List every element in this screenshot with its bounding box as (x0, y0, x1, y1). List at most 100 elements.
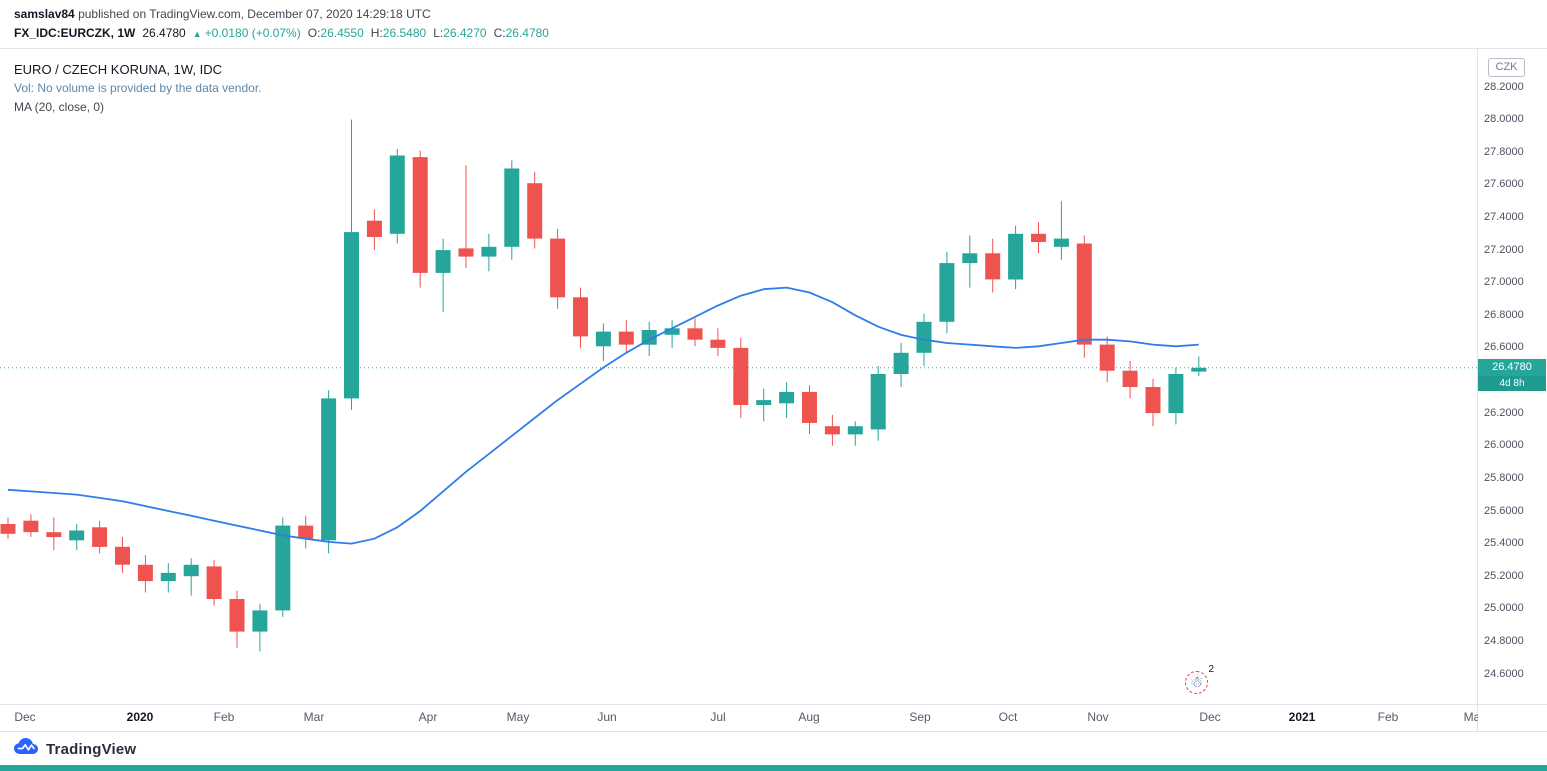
symbol-name: FX_IDC:EURCZK, 1W (14, 26, 136, 40)
candle-body (733, 347, 749, 405)
symbol-status-line: FX_IDC:EURCZK, 1W 26.4780 ▲ +0.0180 (+0.0… (14, 26, 549, 40)
chart-region: EURO / CZECH KORUNA, 1W, IDC Vol: No vol… (0, 48, 1547, 732)
candle-body (275, 525, 291, 611)
candle-body (229, 599, 245, 632)
candle-body (847, 426, 863, 435)
chart-bottom-divider (0, 731, 1547, 732)
price-tick-label: 25.0000 (1484, 602, 1524, 615)
price-change: ▲ +0.0180 (+0.07%) (193, 26, 301, 40)
candle-body (573, 297, 588, 337)
tradingview-logo-icon (13, 738, 39, 760)
price-tick-label: 27.6000 (1484, 178, 1524, 191)
price-tick-label: 27.8000 (1484, 145, 1524, 158)
legend-ma-indicator[interactable]: MA (20, close, 0) (14, 100, 105, 114)
candle-body (344, 232, 359, 399)
price-tick-label: 27.2000 (1484, 243, 1524, 256)
candle-body (916, 321, 932, 353)
price-tick-label: 24.6000 (1484, 667, 1524, 680)
time-axis-label: Dec (14, 710, 36, 724)
candle-body (618, 331, 634, 345)
price-tick-label: 28.2000 (1484, 80, 1524, 93)
candle-body (1122, 370, 1138, 387)
candle-body (893, 352, 909, 374)
candle-body (481, 246, 497, 257)
candle-body (389, 155, 405, 234)
time-axis[interactable]: Dec 2020 Feb Mar Apr May Jun Jul Aug Sep Oct Nov Dec… (0, 705, 1478, 731)
candle-body (46, 532, 62, 538)
candle-body (1168, 374, 1184, 414)
time-axis-label: Jun (597, 710, 617, 724)
snowman-sticker[interactable]: ☃ 2 (1185, 664, 1214, 694)
tradingview-wordmark: TradingView (46, 740, 137, 758)
publisher-username: samslav84 (14, 7, 75, 21)
low-value: L:26.4270 (433, 26, 487, 40)
tradingview-link[interactable]: TradingView (13, 738, 136, 760)
close-value: C:26.4780 (493, 26, 549, 40)
candle-body (527, 183, 543, 239)
time-axis-label: Apr (418, 710, 438, 724)
price-tick-label: 27.0000 (1484, 276, 1524, 289)
candle-body (1008, 233, 1024, 280)
candle-body (962, 253, 978, 264)
publish-bar: samslav84 published on TradingView.com, … (14, 7, 431, 21)
candle-body (1053, 238, 1069, 247)
time-axis-label: Feb (213, 710, 235, 724)
candle-body (69, 530, 85, 541)
candle-body (1099, 344, 1115, 371)
price-tick-label: 25.6000 (1484, 504, 1524, 517)
publish-info: published on TradingView.com, December 0… (74, 7, 431, 21)
currency-toggle-button[interactable]: CZK (1488, 58, 1525, 77)
candle-body (779, 391, 795, 404)
candle-body (824, 426, 840, 435)
price-tick-label: 26.6000 (1484, 341, 1524, 354)
price-tick-label: 25.4000 (1484, 537, 1524, 550)
time-axis-label: Aug (798, 710, 820, 724)
candle-body (92, 527, 108, 547)
candle-body (985, 253, 1001, 280)
candle-body (595, 331, 611, 347)
candle-body (252, 610, 268, 632)
snowman-icon: ☃ (1189, 673, 1204, 691)
bottom-accent-bar (0, 765, 1547, 771)
legend-symbol-title[interactable]: EURO / CZECH KORUNA, 1W, IDC (14, 62, 223, 77)
candle-body (939, 263, 955, 322)
candle-body (435, 250, 451, 273)
chart-legend: EURO / CZECH KORUNA, 1W, IDC Vol: No vol… (14, 60, 261, 117)
candle-body (1031, 233, 1046, 242)
sticker-badge: 2 (1208, 664, 1214, 675)
time-axis-label: May (506, 710, 530, 724)
price-tick-label: 24.8000 (1484, 634, 1524, 647)
time-axis-label: Oct (998, 710, 1018, 724)
price-tick-label: 25.2000 (1484, 569, 1524, 582)
up-arrow-icon: ▲ (192, 29, 202, 39)
candle-body (23, 520, 39, 533)
candle-body (1191, 367, 1207, 372)
chart-plot[interactable] (0, 49, 1478, 704)
bar-countdown-tag: 4d 8h (1478, 376, 1546, 392)
candle-body (687, 328, 703, 340)
high-value: H:26.5480 (370, 26, 427, 40)
price-scale[interactable]: CZK 28.2000 28.0000 27.8000 27.6000 27.4000 2… (1478, 49, 1547, 704)
candle-body (160, 572, 176, 582)
candle-body (137, 564, 153, 582)
price-scale-divider (1477, 49, 1478, 732)
last-price-tag: 26.4780 (1478, 359, 1546, 377)
change-value: +0.0180 (+0.07%) (204, 26, 301, 40)
candle-body (321, 398, 337, 541)
candle-body (206, 566, 222, 599)
candle-body (664, 328, 680, 335)
price-tick-label: 26.2000 (1484, 406, 1524, 419)
time-axis-label: Nov (1087, 710, 1109, 724)
legend-volume-note[interactable]: Vol: No volume is provided by the data v… (14, 81, 262, 95)
footer: TradingView (0, 732, 1547, 765)
candle-body (504, 168, 520, 247)
candle-body (298, 525, 314, 539)
ma20-line (7, 286, 1199, 545)
candle-body (458, 248, 474, 257)
candle-body (183, 564, 199, 577)
time-axis-label: Jul (710, 710, 726, 724)
price-tick-label: 26.8000 (1484, 308, 1524, 321)
time-axis-label: Dec (1199, 710, 1221, 724)
price-tick-label: 25.8000 (1484, 471, 1524, 484)
